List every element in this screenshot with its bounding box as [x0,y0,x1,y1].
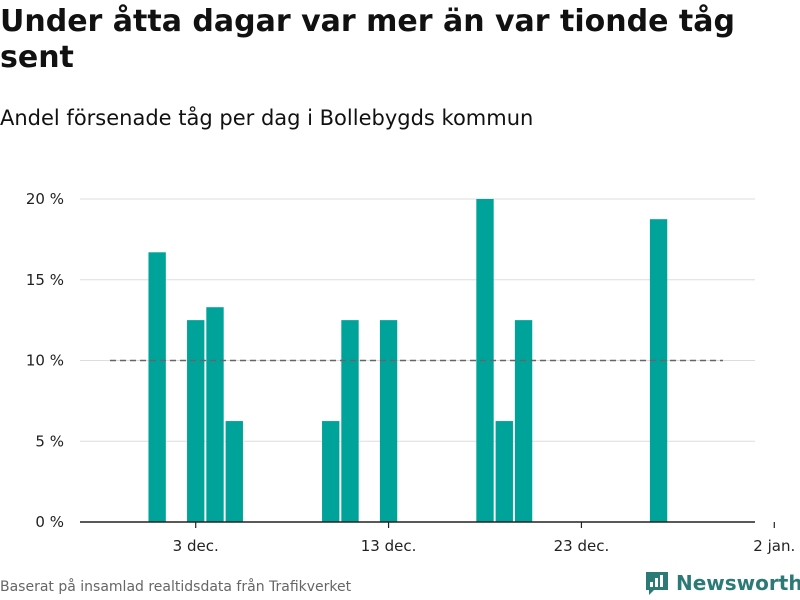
bar [495,421,513,522]
bars [148,199,668,523]
y-tick-label: 5 % [35,432,64,450]
bar [514,320,533,522]
bar [322,421,340,522]
chart-subtitle: Andel försenade tåg per dag i Bollebygds… [0,106,534,130]
y-tick-label: 10 % [26,352,64,370]
x-tick-label: 23 dec. [554,537,610,555]
y-axis-tick-labels: 0 % 5 % 10 % 15 % 20 % [26,190,64,531]
x-tick-label: 2 jan. [753,537,795,555]
source-note: Baserat på insamlad realtidsdata från Tr… [0,579,352,595]
bar [187,320,205,522]
bar [379,320,398,522]
newsworthy-logo-icon [646,572,668,595]
y-tick-label: 15 % [26,271,64,289]
chart-title: Under åtta dagar var mer än var tionde t… [0,4,735,75]
bar [225,421,243,522]
x-axis: 3 dec. 13 dec. 23 dec. 2 jan. [80,521,795,555]
bar [206,307,224,522]
x-tick-label: 3 dec. [173,537,219,555]
y-tick-label: 0 % [35,513,64,531]
bar [341,320,359,522]
y-tick-label: 20 % [26,190,64,208]
x-tick-label: 13 dec. [361,537,417,555]
brand-name: Newsworthy [676,571,800,595]
brand-logo: Newsworthy [644,568,800,598]
bar [148,252,166,523]
bar [649,219,668,522]
